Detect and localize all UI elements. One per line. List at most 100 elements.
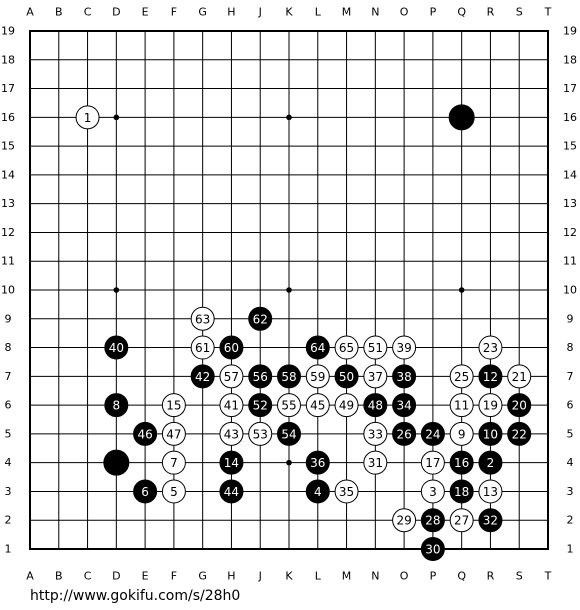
row-label: 7 <box>5 370 12 383</box>
column-label: D <box>112 6 120 19</box>
move-number: 26 <box>396 427 411 441</box>
column-label: F <box>171 6 177 19</box>
row-label: 6 <box>567 399 574 412</box>
column-label: Q <box>457 6 466 19</box>
stone <box>305 364 330 389</box>
move-number: 51 <box>368 341 383 355</box>
row-label: 18 <box>1 53 15 66</box>
stone <box>392 364 417 389</box>
column-label: P <box>430 6 437 19</box>
row-label: 6 <box>5 399 12 412</box>
column-label: G <box>198 570 207 583</box>
move-number: 24 <box>425 427 440 441</box>
row-label: 9 <box>5 312 12 325</box>
column-label: O <box>400 570 409 583</box>
stone <box>277 364 301 389</box>
move-number: 42 <box>195 370 210 384</box>
column-label: J <box>258 570 262 583</box>
row-label: 10 <box>563 284 577 297</box>
move-number: 60 <box>224 341 239 355</box>
move-number: 21 <box>512 370 527 384</box>
stone <box>305 393 330 418</box>
row-label: 18 <box>563 53 577 66</box>
row-label: 5 <box>567 427 574 440</box>
move-number: 3 <box>429 485 437 499</box>
move-number: 12 <box>483 370 498 384</box>
stone <box>75 105 100 130</box>
move-number: 65 <box>339 341 354 355</box>
move-number: 39 <box>396 341 411 355</box>
move-number: 62 <box>253 312 268 326</box>
stone <box>363 450 388 475</box>
move-number: 50 <box>339 370 354 384</box>
stone <box>334 479 359 504</box>
move-number: 16 <box>454 456 469 470</box>
move-number: 14 <box>224 456 239 470</box>
row-label: 5 <box>5 427 12 440</box>
stone <box>478 364 503 389</box>
stone <box>392 508 417 533</box>
move-number: 52 <box>253 399 268 413</box>
stone <box>363 335 388 360</box>
row-label: 4 <box>567 456 574 469</box>
move-number: 6 <box>141 485 149 499</box>
move-number: 32 <box>483 514 498 528</box>
column-label: P <box>430 570 437 583</box>
move-number: 59 <box>310 370 325 384</box>
column-label: A <box>26 570 34 583</box>
column-label: F <box>171 570 177 583</box>
move-number: 47 <box>166 427 181 441</box>
column-label: D <box>112 570 120 583</box>
source-url: http://www.gokifu.com/s/28h0 <box>30 588 240 604</box>
row-label: 14 <box>1 168 15 181</box>
star-point <box>286 459 292 466</box>
move-number: 15 <box>166 399 181 413</box>
stone <box>478 479 503 504</box>
move-number: 34 <box>396 399 411 413</box>
stone <box>507 364 532 389</box>
move-number: 35 <box>339 485 354 499</box>
stone <box>248 364 273 389</box>
row-label: 15 <box>563 140 577 153</box>
stone <box>478 393 503 418</box>
move-number: 27 <box>454 514 469 528</box>
stone <box>449 393 474 418</box>
move-number: 58 <box>281 370 296 384</box>
row-label: 10 <box>1 284 15 297</box>
stone <box>248 306 273 331</box>
move-number: 11 <box>454 399 469 413</box>
column-label: T <box>544 6 552 19</box>
move-number: 9 <box>458 427 466 441</box>
stone <box>133 421 158 446</box>
row-label: 13 <box>563 197 577 210</box>
column-label: N <box>371 6 379 19</box>
stone <box>392 393 417 418</box>
row-label: 3 <box>5 485 12 498</box>
stone <box>277 393 301 418</box>
column-label: S <box>516 570 523 583</box>
move-number: 20 <box>512 399 527 413</box>
move-number: 22 <box>512 427 527 441</box>
move-number: 7 <box>170 456 178 470</box>
stone <box>507 421 532 446</box>
row-label: 16 <box>563 111 577 124</box>
move-number: 30 <box>425 543 440 557</box>
stone <box>363 393 388 418</box>
column-label: C <box>84 570 92 583</box>
stone <box>219 450 244 475</box>
move-number: 31 <box>368 456 383 470</box>
stone <box>248 393 273 418</box>
move-number: 38 <box>396 370 411 384</box>
row-label: 15 <box>1 140 15 153</box>
stone <box>161 393 186 418</box>
column-label: E <box>142 6 149 19</box>
stone <box>420 450 445 475</box>
move-number: 63 <box>195 312 210 326</box>
column-label: T <box>544 570 552 583</box>
move-number: 25 <box>454 370 469 384</box>
column-label: M <box>342 570 352 583</box>
move-number: 53 <box>253 427 268 441</box>
move-number: 55 <box>281 399 296 413</box>
move-number: 36 <box>310 456 325 470</box>
